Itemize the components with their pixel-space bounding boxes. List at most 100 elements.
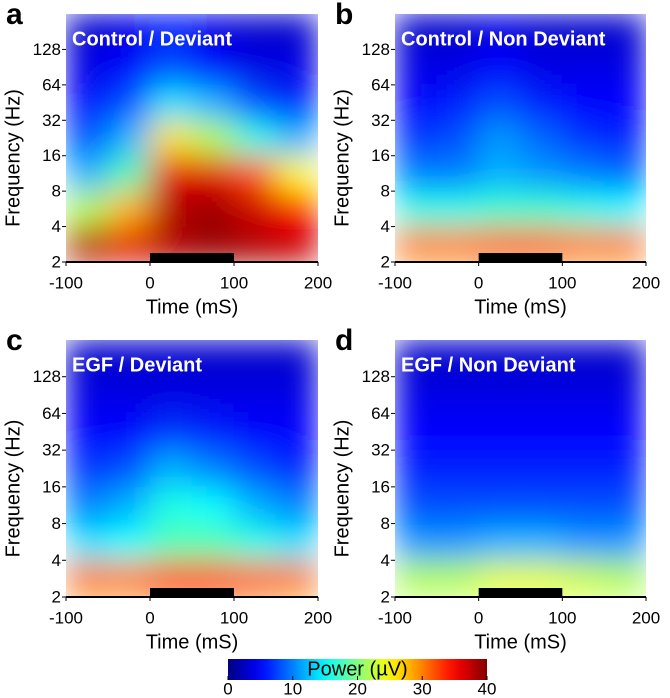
heat-cell [233, 155, 277, 192]
heat-cell [107, 155, 151, 192]
heat-cell [107, 449, 151, 488]
heat-cell [436, 340, 480, 378]
panel-letter: b [335, 0, 353, 31]
y-tick-label: 128 [33, 367, 61, 386]
heat-cell [191, 84, 235, 121]
heat-cell [395, 119, 438, 157]
heat-cell [66, 412, 109, 451]
colorbar-tick-label: 40 [478, 679, 497, 698]
heat-cell [233, 376, 277, 414]
panel-letter: a [6, 0, 23, 31]
heat-cell [395, 486, 438, 525]
panel-letter: c [6, 324, 23, 357]
x-tick-label: 100 [220, 273, 248, 292]
heatmap-cells [395, 340, 646, 597]
heat-cell [191, 14, 235, 50]
heatmap [66, 340, 318, 597]
y-tick-label: 64 [371, 404, 390, 423]
y-tick-label: 64 [42, 404, 61, 423]
stimulus-bar [150, 588, 234, 597]
x-tick-label: 0 [474, 608, 483, 627]
heat-cell [561, 190, 605, 228]
heat-cell [66, 486, 109, 525]
heat-cell [603, 190, 646, 228]
x-tick-label: 0 [474, 273, 483, 292]
heat-cell [66, 376, 109, 414]
heatmap-cells [66, 340, 318, 597]
heat-cell [149, 523, 193, 561]
y-tick-label: 2 [381, 587, 390, 606]
heat-cell [233, 412, 277, 451]
heat-cell [478, 119, 521, 157]
heat-cell [275, 340, 318, 378]
heat-cell [149, 84, 193, 121]
heat-cell [233, 14, 277, 50]
heat-cell [275, 190, 318, 228]
heat-cell [107, 486, 151, 525]
heat-cell [520, 376, 563, 414]
x-tick-label: 200 [632, 273, 660, 292]
x-tick-label: -100 [49, 273, 83, 292]
heat-cell [66, 559, 109, 597]
colorbar-tick-label: 10 [283, 679, 302, 698]
heat-cell [395, 523, 438, 561]
heat-cell [603, 559, 646, 597]
heat-cell [395, 340, 438, 378]
heat-cell [66, 340, 109, 378]
heat-cell [478, 48, 521, 86]
colorbar-label: Power (µV) [307, 658, 407, 680]
heat-cell [561, 119, 605, 157]
heat-cell [191, 155, 235, 192]
y-axis-label: Frequency (Hz) [331, 420, 353, 558]
heat-cell [436, 226, 480, 262]
heat-cell [149, 14, 193, 50]
x-axis-label: Time (mS) [474, 296, 567, 318]
heat-cell [520, 340, 563, 378]
x-tick-label: 100 [220, 608, 248, 627]
heat-cell [520, 486, 563, 525]
heat-cell [603, 449, 646, 488]
y-tick-label: 128 [33, 40, 61, 59]
y-tick-label: 8 [381, 182, 390, 201]
heat-cell [603, 119, 646, 157]
heat-cell [395, 449, 438, 488]
x-tick-label: 100 [548, 608, 576, 627]
heat-cell [395, 84, 438, 121]
y-tick-label: 8 [52, 514, 61, 533]
colorbar-tick-label: 30 [413, 679, 432, 698]
heat-cell [107, 523, 151, 561]
heat-cell [603, 226, 646, 262]
heat-cell [275, 486, 318, 525]
heat-cell [478, 486, 521, 525]
heat-cell [436, 523, 480, 561]
heat-cell [603, 155, 646, 192]
heat-cell [107, 340, 151, 378]
heat-cell [107, 226, 151, 262]
heat-cell [107, 84, 151, 121]
heat-cell [107, 412, 151, 451]
heat-cell [603, 84, 646, 121]
x-tick-label: 0 [145, 608, 154, 627]
heat-cell [561, 48, 605, 86]
heat-cell [275, 376, 318, 414]
panel-title: EGF / Deviant [72, 354, 202, 376]
heat-cell [395, 559, 438, 597]
y-tick-label: 4 [381, 217, 390, 236]
stimulus-bar [478, 253, 563, 262]
heat-cell [233, 226, 277, 262]
heat-cell [603, 523, 646, 561]
y-tick-label: 64 [42, 75, 61, 94]
heat-cell [191, 523, 235, 561]
x-tick-label: -100 [378, 608, 412, 627]
heat-cell [66, 14, 109, 50]
panel-title: Control / Non Deviant [401, 28, 606, 50]
heat-cell [149, 449, 193, 488]
heat-cell [603, 340, 646, 378]
heat-cell [561, 84, 605, 121]
heat-cell [107, 376, 151, 414]
heat-cell [561, 559, 605, 597]
y-tick-label: 8 [52, 182, 61, 201]
y-tick-label: 128 [362, 367, 390, 386]
heat-cell [395, 376, 438, 414]
